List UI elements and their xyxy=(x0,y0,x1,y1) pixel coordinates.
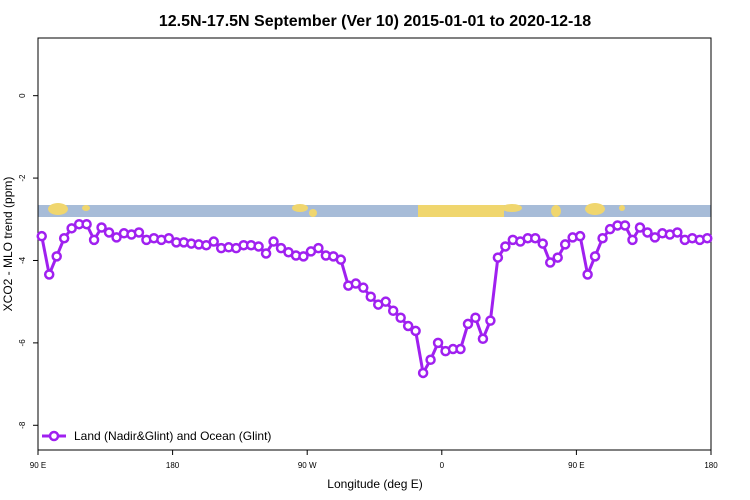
data-point xyxy=(51,251,62,262)
data-point xyxy=(417,367,429,379)
data-point xyxy=(589,251,601,262)
data-point xyxy=(260,248,272,259)
x-tick-label: 180 xyxy=(166,461,180,470)
data-point xyxy=(66,223,77,234)
data-point xyxy=(649,232,661,243)
y-tick-label: -6 xyxy=(18,339,27,347)
data-point xyxy=(455,343,466,355)
y-tick-label: -2 xyxy=(18,174,27,182)
data-point xyxy=(477,333,489,345)
data-point xyxy=(275,242,287,254)
data-point xyxy=(387,305,399,316)
y-tick-label: 0 xyxy=(18,93,27,98)
data-point xyxy=(410,325,421,337)
data-point xyxy=(43,269,55,280)
data-point xyxy=(634,222,646,233)
x-tick-label: 90 W xyxy=(298,461,317,470)
data-point xyxy=(268,236,279,247)
data-point xyxy=(208,236,219,247)
x-tick-label: 180 xyxy=(704,461,718,470)
data-point xyxy=(313,242,324,254)
data-point xyxy=(425,354,436,366)
data-point xyxy=(358,282,369,293)
data-point xyxy=(470,312,481,323)
data-point xyxy=(544,257,556,268)
data-point xyxy=(111,232,122,243)
data-point xyxy=(552,252,563,263)
data-point xyxy=(672,227,683,238)
data-point xyxy=(462,318,474,330)
chart-title: 12.5N-17.5N September (Ver 10) 2015-01-0… xyxy=(159,13,591,30)
data-point xyxy=(537,238,548,249)
data-point xyxy=(81,218,92,230)
data-point xyxy=(619,220,631,231)
legend-label: Land (Nadir&Glint) and Ocean (Glint) xyxy=(74,429,271,443)
data-point xyxy=(492,252,504,263)
data-point xyxy=(133,227,145,238)
data-point xyxy=(335,254,347,265)
data-point xyxy=(500,241,511,252)
data-point xyxy=(432,337,444,349)
data-point xyxy=(380,296,391,307)
y-tick-label: -8 xyxy=(18,421,27,429)
y-tick-label: -4 xyxy=(18,256,27,264)
data-point xyxy=(163,232,175,244)
data-point xyxy=(402,320,414,332)
data-point xyxy=(365,291,377,302)
x-tick-label: 90 E xyxy=(30,461,46,470)
data-point xyxy=(395,312,406,323)
data-point xyxy=(582,269,593,280)
x-tick-label: 0 xyxy=(440,461,445,470)
map-strip xyxy=(38,203,711,217)
x-axis-label: Longitude (deg E) xyxy=(327,477,422,491)
data-point xyxy=(642,227,653,238)
data-point xyxy=(253,241,264,252)
data-point xyxy=(103,227,115,238)
data-point xyxy=(597,232,608,244)
data-point xyxy=(58,232,70,244)
data-point xyxy=(88,234,100,246)
data-point xyxy=(298,251,309,262)
data-point xyxy=(702,232,713,244)
data-point xyxy=(627,234,638,246)
data-point xyxy=(530,232,541,244)
x-tick-label: 90 E xyxy=(568,461,584,470)
data-point xyxy=(485,315,496,326)
legend: Land (Nadir&Glint) and Ocean (Glint) xyxy=(42,429,271,443)
plot-frame xyxy=(37,37,712,451)
data-point xyxy=(559,239,571,250)
data-point xyxy=(96,222,107,233)
y-axis-label: XCO2 - MLO trend (ppm) xyxy=(1,177,15,312)
data-point xyxy=(574,230,586,242)
legend-marker xyxy=(48,430,60,442)
data-point xyxy=(36,230,47,242)
data-point xyxy=(350,278,362,289)
